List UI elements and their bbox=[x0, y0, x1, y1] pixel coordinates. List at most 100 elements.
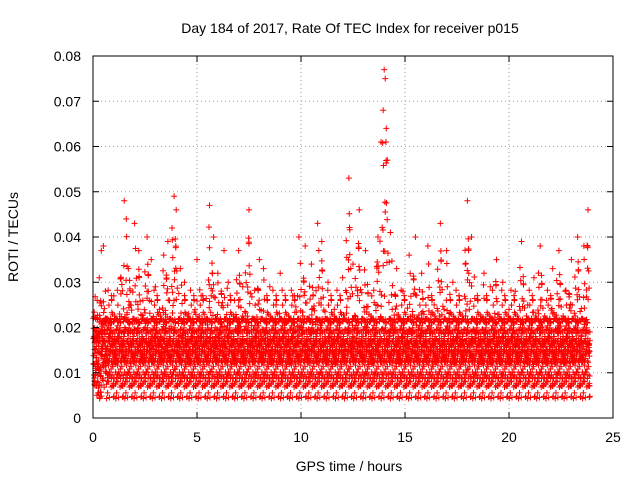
data-point bbox=[194, 298, 200, 305]
data-point bbox=[182, 296, 189, 303]
data-point bbox=[382, 209, 389, 216]
data-point bbox=[419, 308, 426, 315]
data-point bbox=[105, 287, 112, 294]
data-point bbox=[173, 363, 180, 370]
scatter-points bbox=[90, 66, 593, 402]
data-point bbox=[208, 292, 215, 299]
data-point bbox=[324, 287, 331, 294]
data-point bbox=[98, 302, 105, 309]
data-point bbox=[206, 298, 213, 305]
data-point bbox=[94, 378, 101, 385]
data-point bbox=[264, 296, 271, 303]
data-point bbox=[204, 315, 211, 322]
data-point bbox=[123, 291, 130, 298]
data-point bbox=[438, 256, 445, 263]
data-point bbox=[208, 260, 215, 267]
data-point bbox=[149, 395, 156, 402]
data-point bbox=[135, 266, 142, 273]
data-point bbox=[322, 308, 329, 315]
data-point bbox=[273, 296, 280, 303]
data-point bbox=[376, 288, 383, 295]
data-point bbox=[378, 303, 385, 310]
data-point bbox=[233, 276, 240, 283]
data-point bbox=[169, 236, 176, 243]
data-point bbox=[407, 293, 414, 300]
data-point bbox=[355, 244, 362, 251]
data-point bbox=[142, 282, 149, 289]
data-point bbox=[97, 364, 104, 371]
data-point bbox=[137, 363, 144, 370]
data-point bbox=[129, 289, 136, 296]
data-point bbox=[309, 284, 316, 291]
data-point bbox=[183, 363, 190, 370]
data-point bbox=[132, 245, 139, 252]
data-point bbox=[381, 293, 388, 300]
data-point bbox=[154, 371, 161, 378]
data-point bbox=[96, 394, 103, 401]
data-point bbox=[410, 275, 417, 282]
data-point bbox=[209, 287, 216, 294]
data-point bbox=[393, 303, 400, 310]
data-point bbox=[245, 239, 252, 246]
data-point bbox=[123, 362, 130, 369]
data-point bbox=[169, 378, 176, 385]
data-point bbox=[307, 296, 314, 303]
data-point bbox=[103, 395, 110, 402]
data-point bbox=[218, 290, 225, 297]
data-point bbox=[269, 287, 276, 294]
data-point bbox=[361, 266, 368, 273]
data-point bbox=[105, 302, 112, 309]
data-point bbox=[95, 357, 102, 364]
data-point bbox=[224, 285, 231, 292]
data-point bbox=[117, 274, 124, 281]
chart-title: Day 184 of 2017, Rate Of TEC Index for r… bbox=[181, 20, 519, 36]
data-point bbox=[398, 302, 405, 309]
data-point bbox=[465, 245, 472, 252]
data-point bbox=[441, 306, 448, 313]
data-point bbox=[117, 290, 124, 297]
data-point bbox=[227, 296, 234, 303]
data-point bbox=[176, 395, 183, 402]
data-point bbox=[195, 389, 202, 396]
data-point bbox=[360, 304, 367, 311]
data-point bbox=[112, 395, 119, 402]
data-point bbox=[137, 298, 144, 305]
data-point bbox=[343, 237, 350, 244]
data-point bbox=[411, 286, 418, 293]
data-point bbox=[182, 371, 189, 378]
data-point bbox=[122, 389, 129, 396]
data-point bbox=[219, 363, 226, 370]
data-point bbox=[300, 278, 307, 285]
data-point bbox=[244, 289, 251, 296]
data-point bbox=[178, 282, 185, 289]
data-point bbox=[243, 279, 250, 286]
data-point bbox=[212, 294, 219, 301]
data-point bbox=[133, 378, 140, 385]
data-point bbox=[453, 287, 460, 294]
data-point bbox=[109, 371, 116, 378]
data-point bbox=[255, 300, 262, 307]
data-point bbox=[121, 395, 128, 402]
data-point bbox=[219, 299, 226, 306]
data-point bbox=[206, 378, 213, 385]
data-point bbox=[446, 291, 453, 298]
data-point bbox=[129, 321, 136, 328]
data-point bbox=[256, 297, 263, 304]
data-point bbox=[279, 287, 286, 294]
data-point bbox=[172, 243, 179, 250]
data-point bbox=[142, 378, 149, 385]
data-point bbox=[168, 283, 175, 290]
data-point bbox=[177, 389, 184, 396]
data-point bbox=[384, 216, 391, 223]
data-point bbox=[236, 272, 243, 279]
data-point bbox=[471, 273, 478, 280]
data-point bbox=[114, 287, 121, 294]
data-point bbox=[201, 311, 208, 318]
data-point bbox=[102, 288, 109, 295]
data-point bbox=[169, 254, 176, 261]
data-point bbox=[136, 371, 143, 378]
data-point bbox=[301, 292, 308, 299]
data-point bbox=[205, 362, 212, 369]
data-point bbox=[146, 310, 153, 317]
data-point bbox=[246, 262, 253, 269]
